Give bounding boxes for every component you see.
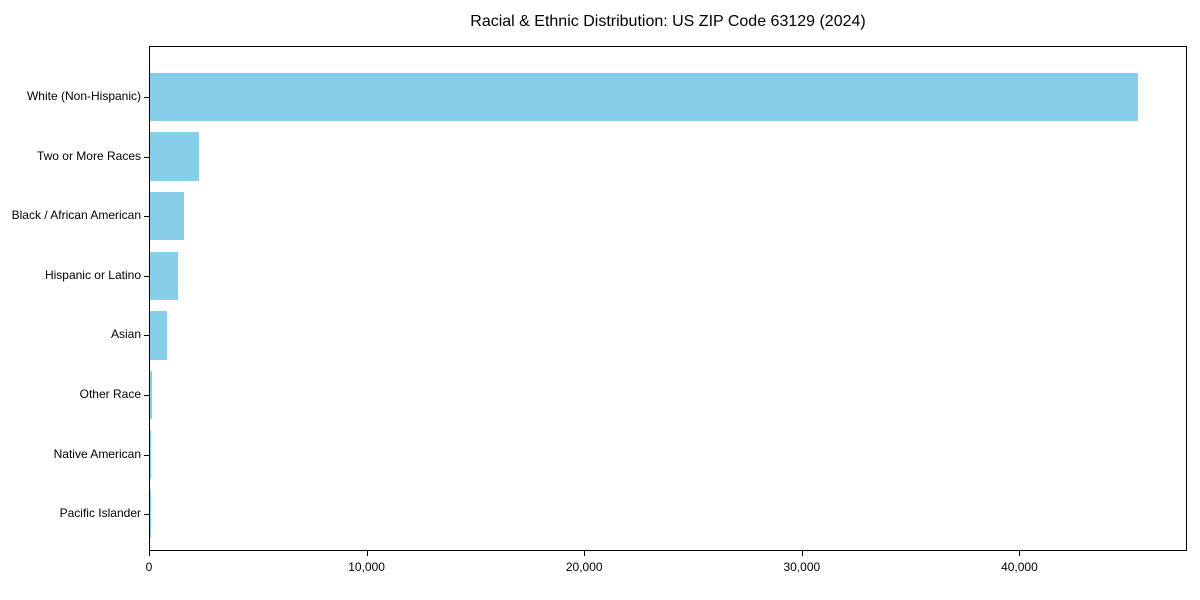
x-axis-tick [584,551,586,556]
y-axis-tick [144,275,149,277]
x-axis-tick [1019,551,1021,556]
x-axis-tick [801,551,803,556]
bar [150,191,184,241]
y-axis-tick [144,514,149,516]
x-axis-label: 40,000 [1001,560,1038,574]
y-axis-tick [144,156,149,158]
chart-title: Racial & Ethnic Distribution: US ZIP Cod… [470,13,866,30]
y-axis-tick [144,97,149,98]
y-axis-label: White (Non-Hispanic) [26,89,141,103]
bar [150,251,179,301]
y-axis-label: Black / African American [11,208,141,223]
x-axis-label: 10,000 [348,560,385,574]
x-axis-label: 30,000 [783,560,821,574]
plot-area [149,46,1187,551]
y-axis-label: Native American [53,446,141,461]
y-axis-tick [144,395,149,396]
x-axis-tick [366,551,368,556]
x-axis-label: 20,000 [565,560,603,574]
y-axis-label: Other Race [79,387,141,401]
bar [150,132,199,181]
bar [150,430,151,479]
x-axis-label: 0 [145,560,153,574]
x-axis-tick [149,551,150,556]
y-axis-tick [144,335,149,337]
y-axis-label: Two or More Races [36,148,141,163]
bar [150,72,1138,122]
bar [150,370,152,420]
y-axis-label: Pacific Islander [59,506,141,521]
y-axis-tick [144,216,149,218]
y-axis-label: Hispanic or Latino [44,267,141,282]
bar [150,311,168,360]
y-axis-tick [144,454,149,456]
y-axis-label: Asian [110,327,141,342]
